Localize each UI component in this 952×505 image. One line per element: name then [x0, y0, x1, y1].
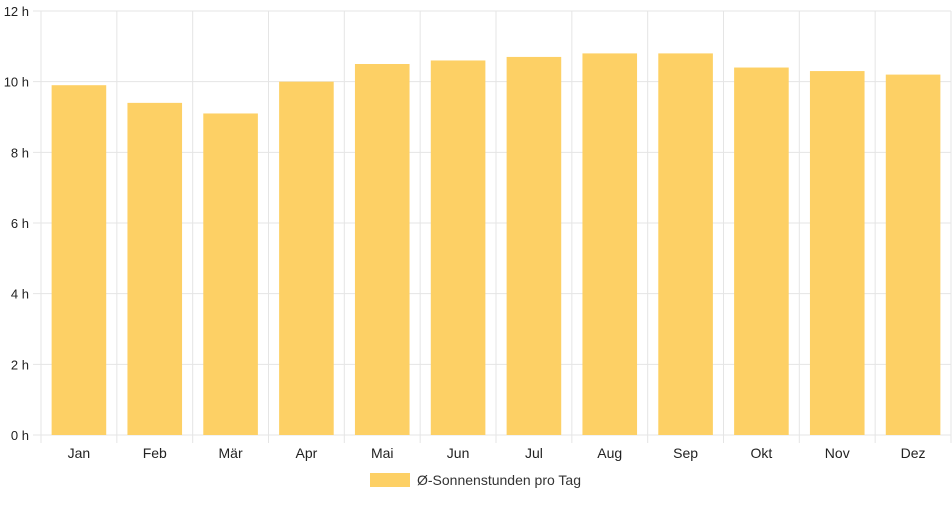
bar[interactable] — [582, 53, 638, 436]
y-tick-label: 2 h — [11, 357, 29, 372]
y-tick-label: 4 h — [11, 287, 29, 302]
legend-swatch — [370, 473, 410, 487]
bar[interactable] — [658, 53, 713, 436]
x-tick-label: Dez — [901, 445, 926, 461]
bar[interactable] — [203, 113, 258, 435]
y-tick-label: 12 h — [4, 4, 29, 19]
x-tick-label: Nov — [825, 445, 850, 461]
bar[interactable] — [51, 85, 107, 435]
x-tick-label: Feb — [143, 445, 167, 461]
bar[interactable] — [127, 102, 183, 435]
x-tick-label: Okt — [751, 445, 773, 461]
x-tick-label: Aug — [597, 445, 622, 461]
y-tick-label: 0 h — [11, 428, 29, 443]
y-tick-label: 8 h — [11, 145, 29, 160]
x-tick-label: Mär — [219, 445, 243, 461]
y-tick-label: 6 h — [11, 216, 29, 231]
x-tick-label: Apr — [296, 445, 318, 461]
x-tick-label: Sep — [673, 445, 698, 461]
bar[interactable] — [430, 60, 486, 435]
bar[interactable] — [809, 71, 865, 436]
legend-label: Ø-Sonnenstunden pro Tag — [417, 472, 581, 488]
x-tick-label: Jun — [447, 445, 470, 461]
x-tick-label: Jan — [68, 445, 91, 461]
y-tick-label: 10 h — [4, 75, 29, 90]
bar[interactable] — [885, 74, 941, 435]
x-tick-label: Jul — [525, 445, 543, 461]
bar[interactable] — [279, 81, 334, 436]
x-tick-label: Mai — [371, 445, 394, 461]
bar[interactable] — [354, 64, 410, 435]
bar[interactable] — [506, 56, 562, 435]
bar[interactable] — [734, 67, 789, 436]
legend[interactable]: Ø-Sonnenstunden pro Tag — [370, 472, 581, 488]
